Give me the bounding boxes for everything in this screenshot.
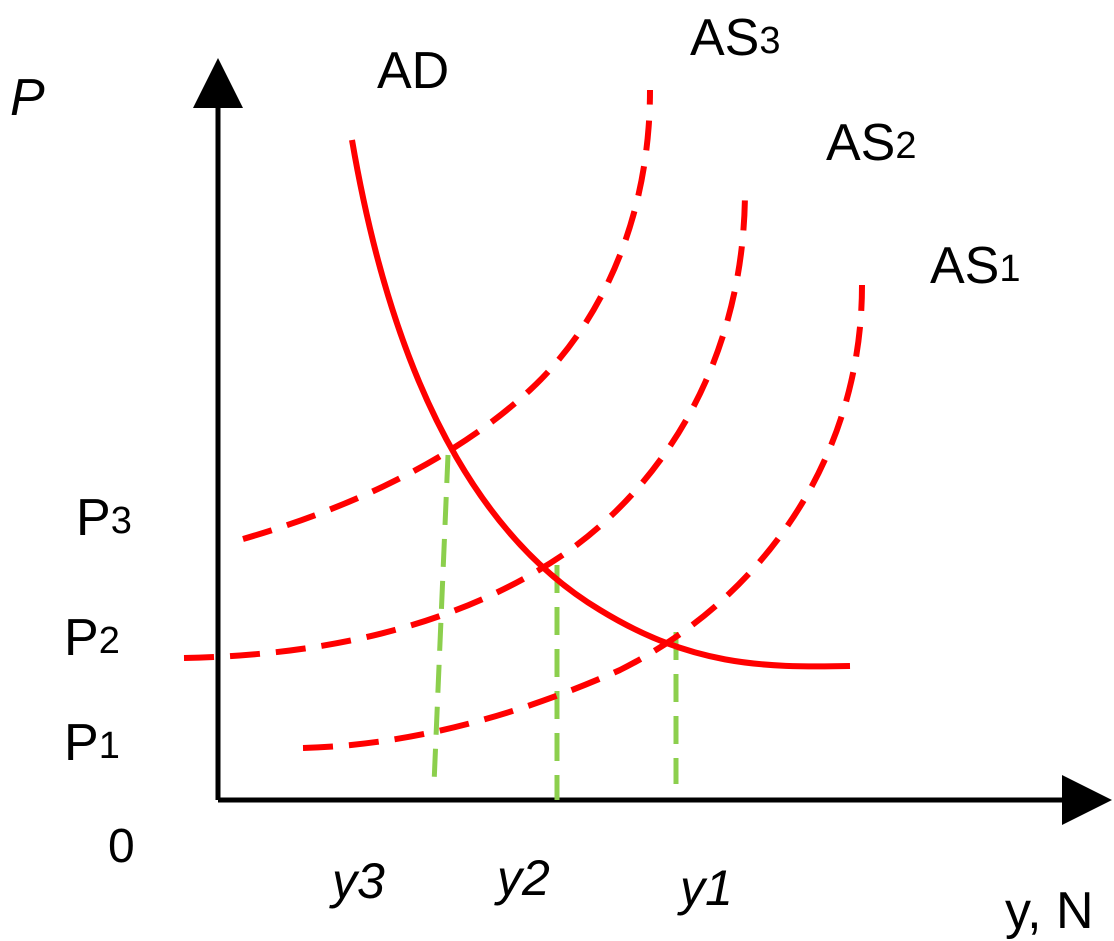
as1-curve <box>302 284 865 751</box>
ad-curve <box>349 139 851 670</box>
as2-label-sub: 2 <box>895 125 916 167</box>
p2-label: P2 <box>64 609 120 667</box>
y1-label: y1 <box>677 860 733 916</box>
y-axis-label: P <box>10 69 45 127</box>
as2-label: AS2 <box>826 114 917 172</box>
as3-curve <box>242 89 653 542</box>
ad-label: AD <box>377 42 449 100</box>
p3-label: P3 <box>76 489 132 547</box>
origin-label: 0 <box>108 820 135 873</box>
x-axis-label: y, N <box>1005 882 1094 940</box>
as3-label-base: AS <box>690 9 759 67</box>
guide-line-y3 <box>431 454 451 785</box>
p2-label-base: P <box>64 609 99 667</box>
as1-label-sub: 1 <box>999 248 1020 290</box>
p1-label: P1 <box>64 714 120 772</box>
y3-label: y3 <box>329 853 385 909</box>
p1-label-sub: 1 <box>99 725 120 767</box>
as2-curve <box>183 189 748 661</box>
as3-label: AS3 <box>690 9 781 67</box>
p3-label-sub: 3 <box>111 500 132 542</box>
p1-label-base: P <box>64 714 99 772</box>
as3-label-sub: 3 <box>759 20 780 62</box>
p2-label-sub: 2 <box>99 620 120 662</box>
as2-label-base: AS <box>826 114 895 172</box>
as1-label-base: AS <box>930 237 999 295</box>
p3-label-base: P <box>76 489 111 547</box>
y2-label: y2 <box>494 850 550 906</box>
as1-label: AS1 <box>930 237 1021 295</box>
